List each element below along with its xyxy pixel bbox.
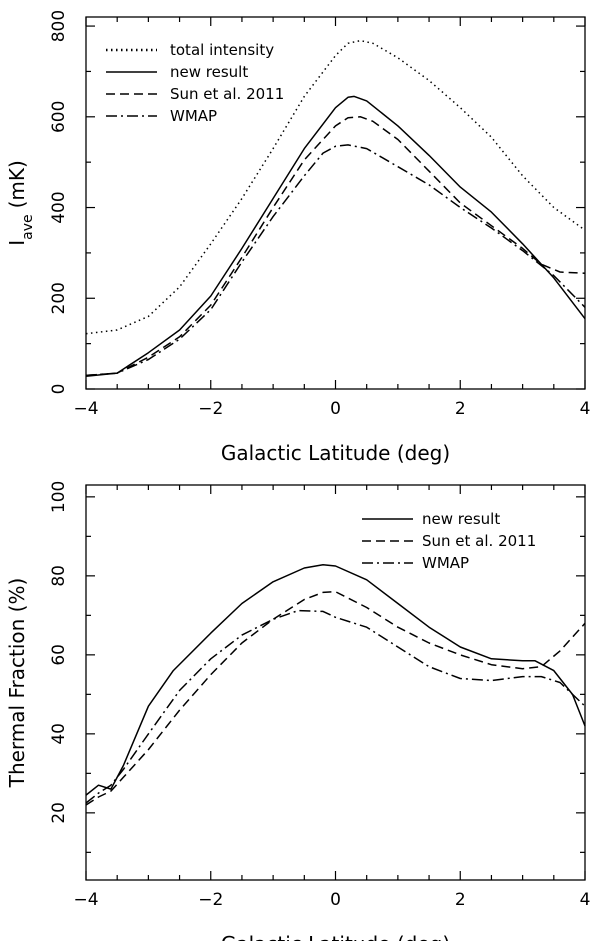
y-tick-label: 100 [49, 481, 69, 513]
y-tick-label: 40 [49, 723, 69, 745]
y-axis-label: Iave(mK) [5, 160, 36, 246]
legend-label-total-intensity: total intensity [170, 41, 274, 59]
x-tick-label: 0 [330, 890, 341, 910]
panel-2: −4 −2 0 2 4 20 40 60 80 100 Galactic Latitude (deg… [5, 481, 590, 941]
legend-label-new-result: new result [170, 63, 248, 81]
y-tick-label: 0 [49, 384, 69, 395]
x-tick-label: −2 [198, 890, 223, 910]
x-tick-label: 2 [455, 890, 466, 910]
legend-label-wmap: WMAP [170, 107, 217, 125]
y-axis-label: Thermal Fraction (%) [5, 578, 29, 789]
series-new-result [85, 564, 586, 796]
x-axis-label: Galactic Latitude (deg) [221, 441, 450, 465]
x-tick-label: −4 [73, 399, 98, 419]
x-axis-label: Galactic Latitude (deg) [221, 932, 450, 941]
y-tick-label: 200 [49, 282, 69, 314]
y-tick-label: 600 [49, 101, 69, 133]
x-tick-label: 4 [580, 890, 591, 910]
y-tick-label: 800 [49, 10, 69, 42]
x-tick-label: 0 [330, 399, 341, 419]
legend-label-wmap: WMAP [422, 554, 469, 572]
series-sun-et-al-2011 [85, 590, 586, 806]
series-new-result [85, 95, 586, 378]
panel-1-frame [85, 16, 586, 390]
series-wmap [85, 144, 586, 377]
y-tick-label: 80 [49, 565, 69, 587]
y-tick-label: 400 [49, 191, 69, 223]
series-wmap [85, 609, 586, 804]
x-tick-label: −4 [73, 890, 98, 910]
series-total-intensity [85, 39, 586, 335]
x-tick-label: 4 [580, 399, 591, 419]
y-tick-label: 60 [49, 644, 69, 666]
y-tick-label: 20 [49, 802, 69, 824]
legend-label-new-result: new result [422, 510, 500, 528]
legend-label-sun-et-al-2011: Sun et al. 2011 [170, 85, 284, 103]
x-tick-label: −2 [198, 399, 223, 419]
panel-1: −4 −2 0 2 4 0 200 400 600 800 Galactic Latitude (d… [5, 10, 590, 465]
series-sun-et-al-2011 [85, 116, 586, 377]
legend-label-sun-et-al-2011: Sun et al. 2011 [422, 532, 536, 550]
x-tick-label: 2 [455, 399, 466, 419]
